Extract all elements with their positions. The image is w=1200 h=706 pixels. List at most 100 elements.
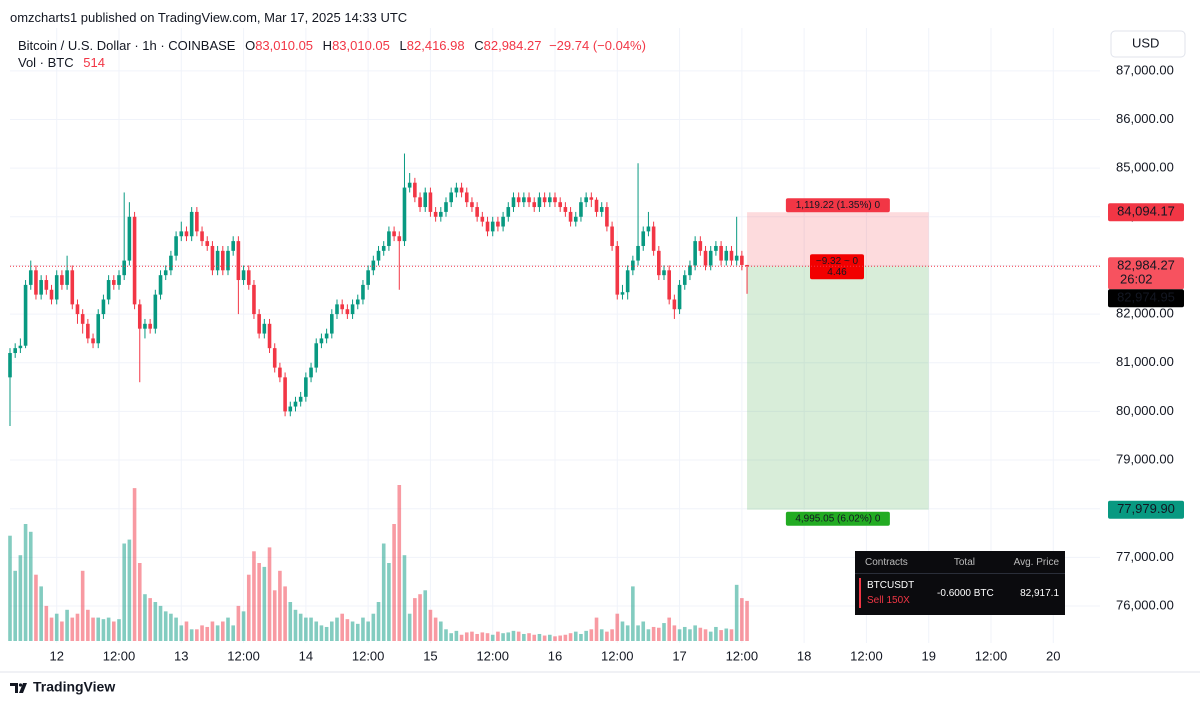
volume-bar [184,621,189,641]
candle-body [272,348,277,368]
volume-bar [589,629,594,641]
candle-body [646,226,651,232]
volume-bar [573,631,578,641]
candle-body [620,292,625,295]
candle-body [480,216,485,222]
volume-bar [314,621,319,641]
currency-button[interactable] [1110,30,1186,58]
volume-bar [480,632,485,641]
volume-bar [548,634,552,641]
table-row[interactable]: BTCUSDT Sell 150X -0.6000 BTC 82,917.1 [855,573,1065,612]
volume-bar [278,570,282,641]
volume-bar [65,609,69,641]
candle-body [433,211,438,217]
candle-body [527,197,531,203]
volume-bar [599,629,604,641]
volume-bar [667,617,671,641]
candle-body [345,309,350,315]
volume-bar [636,625,640,641]
table-header: Contracts Total Avg. Price [855,551,1065,573]
volume-bar [70,617,75,641]
candle-body [719,245,723,261]
x-tick-label: 12:00 [726,648,759,663]
volume-bar [44,605,49,641]
candle-body [75,304,80,315]
volume-bar [179,625,184,641]
candle-body [496,221,500,227]
volume-bar [80,570,85,641]
candle-body [558,202,562,208]
volume-bar [584,630,588,641]
volume-bar [355,623,360,641]
candle-body [200,231,204,242]
volume-label: Vol · BTC [18,55,74,70]
candle-body [724,250,729,261]
volume-bar [553,636,557,641]
volume-bar [288,602,293,641]
position-badge [810,254,864,280]
candle-body [413,182,417,198]
volume-bar [28,531,33,641]
volume-bar [703,629,708,641]
volume-bar [60,621,64,641]
volume-bar [252,551,256,641]
volume-bar [215,625,220,641]
candle-body [262,323,267,334]
volume-bar [745,600,749,641]
candle-body [18,345,23,349]
position-label: −9.32 ~ 0 [816,256,859,267]
volume-bar [304,617,308,641]
target-zone [747,266,929,510]
volume-bar [267,547,272,641]
position-label: 1,119.22 (1.35%) 0 [796,200,881,211]
volume-bar [563,634,568,641]
candle-body [662,270,666,276]
volume-bar [18,555,23,641]
volume-bar [594,617,599,641]
candle-body [636,245,640,261]
candle-body [210,245,215,271]
candle-body [740,255,744,265]
candle-body [174,236,178,256]
candle-body [490,221,495,232]
volume-bar [112,621,116,641]
candle-body [241,270,246,281]
contract-cell: BTCUSDT Sell 150X [859,578,934,608]
volume-bar [335,617,339,641]
volume-bar [740,598,744,641]
candle-body [293,401,298,407]
volume-bar [631,586,635,641]
currency[interactable]: USD [1132,35,1159,50]
candle-body [376,250,381,261]
price-axis-bg [1104,0,1200,706]
candle-body [267,323,272,349]
candle-body [122,260,126,276]
volume-bar [490,634,495,641]
volume-bar [449,633,453,641]
candle-body [599,207,604,212]
volume-bar [579,633,583,641]
candle-body [246,270,251,285]
volume-bar [49,617,54,641]
candle-body [734,255,739,261]
volume-bar [625,625,630,641]
volume-bar [708,631,713,641]
candle-body [444,202,448,212]
countdown: 26:02 [1120,272,1153,287]
volume-bar [423,590,428,641]
volume-bar [646,629,651,641]
volume-bar [651,626,656,641]
volume-bar [413,598,417,641]
candle-body [641,231,646,246]
volume-bar [407,613,412,641]
ohlc-key: H [322,38,333,53]
volume-bar [205,626,210,641]
volume-bar [241,611,246,641]
volume-bar [392,524,396,641]
x-tick-label: 20 [1046,648,1060,663]
candle-body [54,275,59,300]
candle-body [298,396,303,402]
volume-bar [174,617,178,641]
